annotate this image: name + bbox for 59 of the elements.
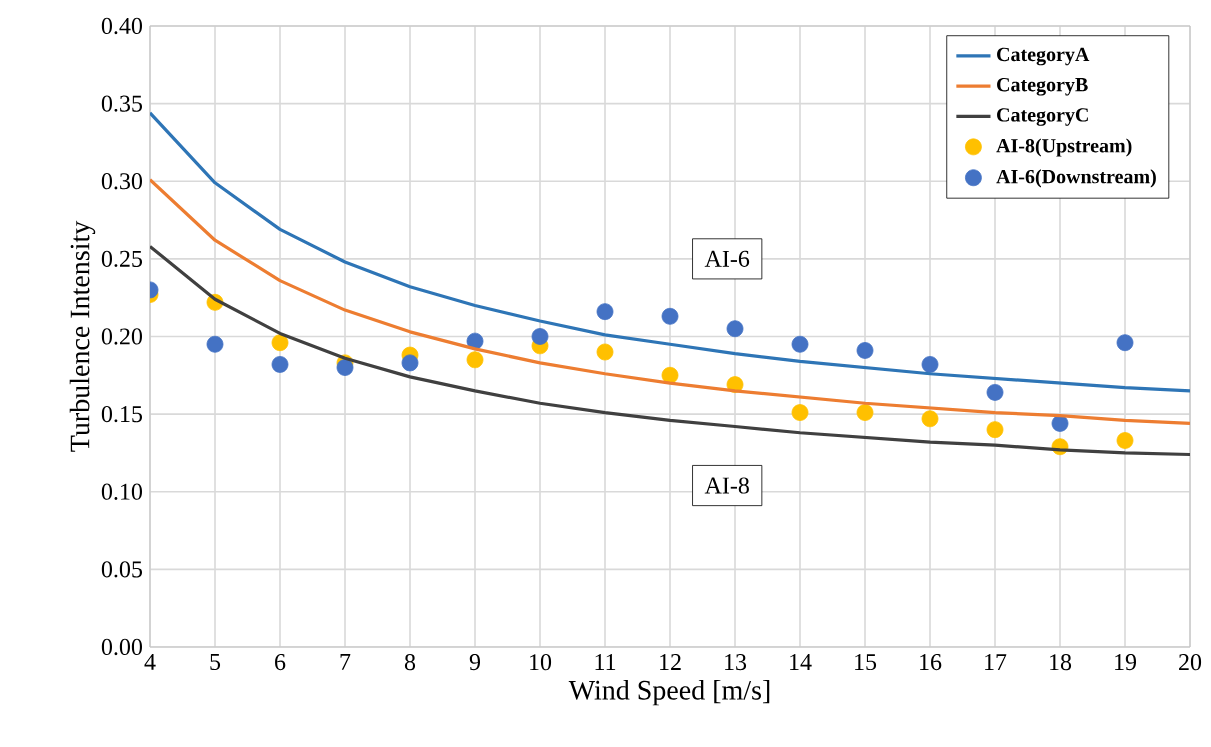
point [921, 410, 939, 428]
x-tick-label: 14 [790, 654, 812, 670]
legend-label: AI-8(Upstream) [996, 138, 1132, 157]
x-axis-title: Wind Speed [m/s] [568, 679, 770, 706]
point [271, 334, 289, 352]
point [596, 343, 614, 361]
legend-label: CategoryB [997, 77, 1088, 96]
y-tick-label: 0.10 [101, 483, 143, 500]
x-tick-label: 17 [985, 654, 1007, 670]
y-tick-label: 0.25 [101, 250, 143, 268]
x-tick-label: 20 [1179, 654, 1202, 671]
annotation: AI-6 [704, 250, 750, 267]
point [1116, 334, 1134, 352]
y-tick-label: 0.05 [101, 561, 143, 578]
y-tick-label: 0.15 [101, 405, 143, 423]
x-tick-label: 4 [144, 654, 156, 670]
y-axis-title: Turbulence Intensity [69, 220, 96, 452]
x-tick-label: 15 [855, 654, 877, 671]
point [1051, 415, 1069, 432]
y-tick-label: 0.30 [101, 173, 143, 190]
legend-label: CategoryA [997, 47, 1090, 66]
y-tick-label: 0.40 [101, 17, 143, 35]
x-tick-label: 5 [210, 654, 221, 670]
x-tick-label: 8 [404, 654, 416, 671]
point [921, 356, 939, 373]
point [986, 421, 1004, 439]
point [206, 335, 224, 353]
point [791, 404, 809, 421]
legend-label: AI-6(Downstream) [996, 169, 1156, 188]
x-tick-label: 19 [1115, 654, 1137, 671]
point [596, 303, 614, 321]
point [336, 359, 354, 376]
x-tick-label: 16 [920, 654, 942, 671]
x-tick-label: 11 [595, 654, 616, 670]
point [856, 342, 874, 359]
point [661, 366, 679, 384]
y-tick-label: 0.00 [101, 638, 143, 656]
point [466, 351, 484, 369]
point [986, 383, 1004, 401]
x-tick-label: 10 [530, 654, 552, 671]
y-tick-label: 0.20 [101, 328, 143, 345]
point [531, 328, 549, 345]
x-tick-label: 13 [725, 654, 747, 671]
point [661, 307, 679, 325]
point [271, 356, 289, 373]
x-tick-label: 18 [1050, 654, 1072, 671]
y-tick-label: 0.35 [101, 95, 143, 112]
point [791, 335, 809, 353]
point [856, 404, 874, 421]
point [726, 320, 744, 338]
x-tick-label: 12 [660, 654, 681, 670]
x-tick-label: 7 [340, 654, 351, 670]
annotation: AI-8 [704, 477, 749, 494]
point [466, 332, 484, 350]
x-tick-label: 6 [275, 654, 286, 671]
legend-label: CategoryC [997, 108, 1088, 126]
x-tick-label: 9 [469, 654, 481, 671]
point [401, 354, 419, 372]
point [1116, 432, 1134, 449]
